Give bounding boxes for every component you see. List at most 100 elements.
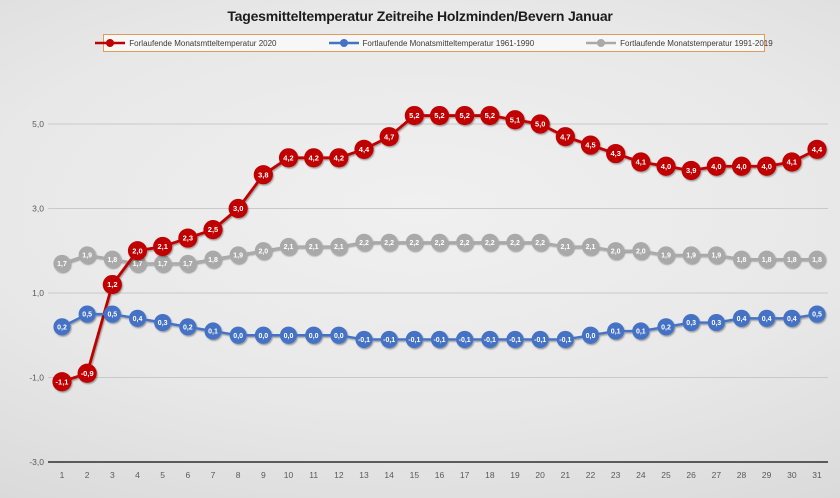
data-point-marker-1991-2019-day23 [607, 242, 625, 260]
data-point-marker-1961-1990-day12 [330, 326, 348, 344]
x-tick-label-25: 25 [661, 470, 671, 480]
data-point-label-1991-2019-day14: 2,2 [384, 240, 394, 247]
data-point-marker-2020-day3 [102, 274, 122, 295]
data-point-label-1961-1990-day21: -0,1 [559, 337, 571, 344]
data-point-marker-2020-day31 [807, 139, 827, 159]
data-point-marker-1961-1990-day28 [732, 309, 751, 327]
data-point-marker-1961-1990-day1 [53, 318, 71, 336]
data-point-label-2020-day11: 4,2 [308, 153, 318, 162]
data-point-label-2020-day8: 3,0 [233, 204, 243, 213]
data-point-label-2020-day24: 4,1 [636, 158, 646, 167]
data-point-label-1961-1990-day11: 0,0 [309, 333, 319, 340]
data-point-label-1961-1990-day18: -0,1 [484, 337, 496, 344]
data-point-marker-1991-2019-day12 [330, 237, 348, 256]
data-point-marker-1991-2019-day20 [531, 233, 549, 251]
data-point-label-1991-2019-day19: 2,2 [510, 240, 520, 247]
data-point-label-2020-day7: 2,5 [208, 225, 218, 234]
y-tick-label: 1,0 [32, 288, 44, 298]
data-point-label-2020-day16: 5,2 [434, 111, 444, 120]
legend: Forlaufende Monatsmtteltemperatur 2020 F… [95, 34, 773, 52]
data-point-label-1991-2019-day8: 1,9 [233, 253, 243, 260]
series-1991-2019: 1,7 1,9 1,8 1,7 1,7 1,7 1,8 1,9 2,0 2,1 2,1 2,1 2,2 2… [53, 233, 826, 273]
x-tick-label-29: 29 [762, 470, 772, 480]
legend-label-1991-2019: Fortlaufende Monatstemperatur 1991-2019 [620, 38, 773, 48]
data-point-label-2020-day20: 5,0 [535, 120, 545, 129]
data-point-marker-2020-day20 [530, 114, 550, 134]
data-point-label-1961-1990-day25: 0,2 [661, 324, 671, 331]
x-tick-label-3: 3 [110, 470, 115, 480]
x-tick-label-16: 16 [435, 470, 445, 480]
data-point-label-1991-2019-day5: 1,7 [158, 261, 168, 268]
data-point-marker-1961-1990-day20 [531, 330, 549, 349]
data-point-label-1961-1990-day30: 0,4 [787, 316, 797, 323]
x-tick-label-8: 8 [236, 470, 241, 480]
data-point-label-1961-1990-day20: -0,1 [534, 337, 546, 344]
data-point-label-1991-2019-day27: 1,9 [711, 253, 721, 260]
data-point-label-1961-1990-day17: -0,1 [459, 337, 471, 344]
data-point-marker-1991-2019-day18 [481, 233, 499, 251]
data-point-marker-1991-2019-day31 [808, 250, 826, 268]
data-point-label-2020-day4: 2,0 [132, 246, 142, 255]
x-tick-label-11: 11 [309, 470, 318, 480]
data-point-label-2020-day5: 2,1 [157, 242, 167, 251]
data-point-label-1961-1990-day19: -0,1 [509, 337, 521, 344]
data-point-marker-1961-1990-day24 [632, 322, 650, 340]
data-point-marker-1991-2019-day5 [154, 254, 172, 273]
data-point-label-2020-day22: 4,5 [585, 141, 595, 150]
data-point-marker-1991-2019-day11 [305, 237, 323, 256]
data-point-label-1961-1990-day2: 0,5 [82, 312, 92, 319]
data-point-marker-1961-1990-day17 [456, 330, 474, 349]
x-tick-label-2: 2 [85, 470, 90, 480]
data-point-marker-1961-1990-day4 [128, 309, 147, 327]
data-point-label-1961-1990-day5: 0,3 [158, 320, 168, 327]
data-point-marker-1991-2019-day29 [758, 250, 776, 268]
data-point-label-1961-1990-day10: 0,0 [284, 333, 294, 340]
data-point-label-1991-2019-day9: 2,0 [258, 248, 268, 255]
line-marker-icon [328, 39, 359, 47]
data-point-label-1961-1990-day12: 0,0 [334, 333, 344, 340]
x-tick-label-12: 12 [334, 470, 344, 480]
data-point-marker-1991-2019-day19 [506, 233, 524, 251]
data-point-marker-2020-day12 [329, 148, 349, 168]
y-tick-label: -3,0 [29, 457, 44, 467]
data-point-marker-1961-1990-day26 [682, 313, 700, 332]
data-point-marker-2020-day5 [153, 236, 173, 257]
data-point-marker-1961-1990-day19 [506, 330, 524, 349]
data-point-label-2020-day27: 4,0 [711, 162, 721, 171]
data-point-label-1991-2019-day6: 1,7 [183, 261, 193, 268]
legend-entry-2020: Forlaufende Monatsmtteltemperatur 2020 [95, 38, 277, 48]
data-point-marker-1961-1990-day30 [783, 309, 801, 327]
data-point-label-1991-2019-day18: 2,2 [485, 240, 495, 247]
x-tick-label-9: 9 [261, 470, 266, 480]
data-point-label-1991-2019-day16: 2,2 [435, 240, 445, 247]
x-tick-label-17: 17 [460, 470, 470, 480]
data-point-label-1991-2019-day24: 2,0 [636, 248, 646, 255]
data-point-label-2020-day31: 4,4 [812, 145, 823, 154]
data-point-marker-1991-2019-day22 [581, 237, 600, 256]
data-point-marker-1991-2019-day16 [430, 233, 449, 251]
data-point-marker-2020-day2 [77, 363, 97, 383]
data-point-marker-1991-2019-day2 [78, 246, 96, 264]
data-point-label-1961-1990-day6: 0,2 [183, 324, 193, 331]
data-point-marker-1961-1990-day5 [154, 313, 172, 332]
data-point-marker-1961-1990-day13 [355, 330, 373, 349]
x-tick-label-1: 1 [60, 470, 65, 480]
data-point-marker-1991-2019-day26 [682, 246, 700, 264]
data-point-marker-1961-1990-day14 [380, 330, 398, 349]
data-point-label-1961-1990-day9: 0,0 [258, 333, 268, 340]
x-tick-label-20: 20 [535, 470, 545, 480]
data-point-label-1991-2019-day10: 2,1 [284, 244, 294, 251]
x-tick-label-19: 19 [510, 470, 520, 480]
legend-label-1961-1990: Fortlaufende Monatsmitteltemperatur 1961… [362, 38, 535, 48]
data-point-marker-2020-day15 [404, 105, 424, 126]
data-point-label-2020-day12: 4,2 [334, 153, 344, 162]
data-point-label-2020-day29: 4,0 [761, 162, 771, 171]
data-point-label-1991-2019-day30: 1,8 [787, 257, 797, 264]
data-point-label-1961-1990-day16: -0,1 [433, 337, 445, 344]
x-tick-label-24: 24 [636, 470, 646, 480]
data-point-label-2020-day21: 4,7 [560, 132, 570, 141]
data-point-label-1991-2019-day12: 2,1 [334, 244, 344, 251]
data-point-label-1991-2019-day11: 2,1 [309, 244, 319, 251]
data-point-label-1991-2019-day17: 2,2 [460, 240, 470, 247]
